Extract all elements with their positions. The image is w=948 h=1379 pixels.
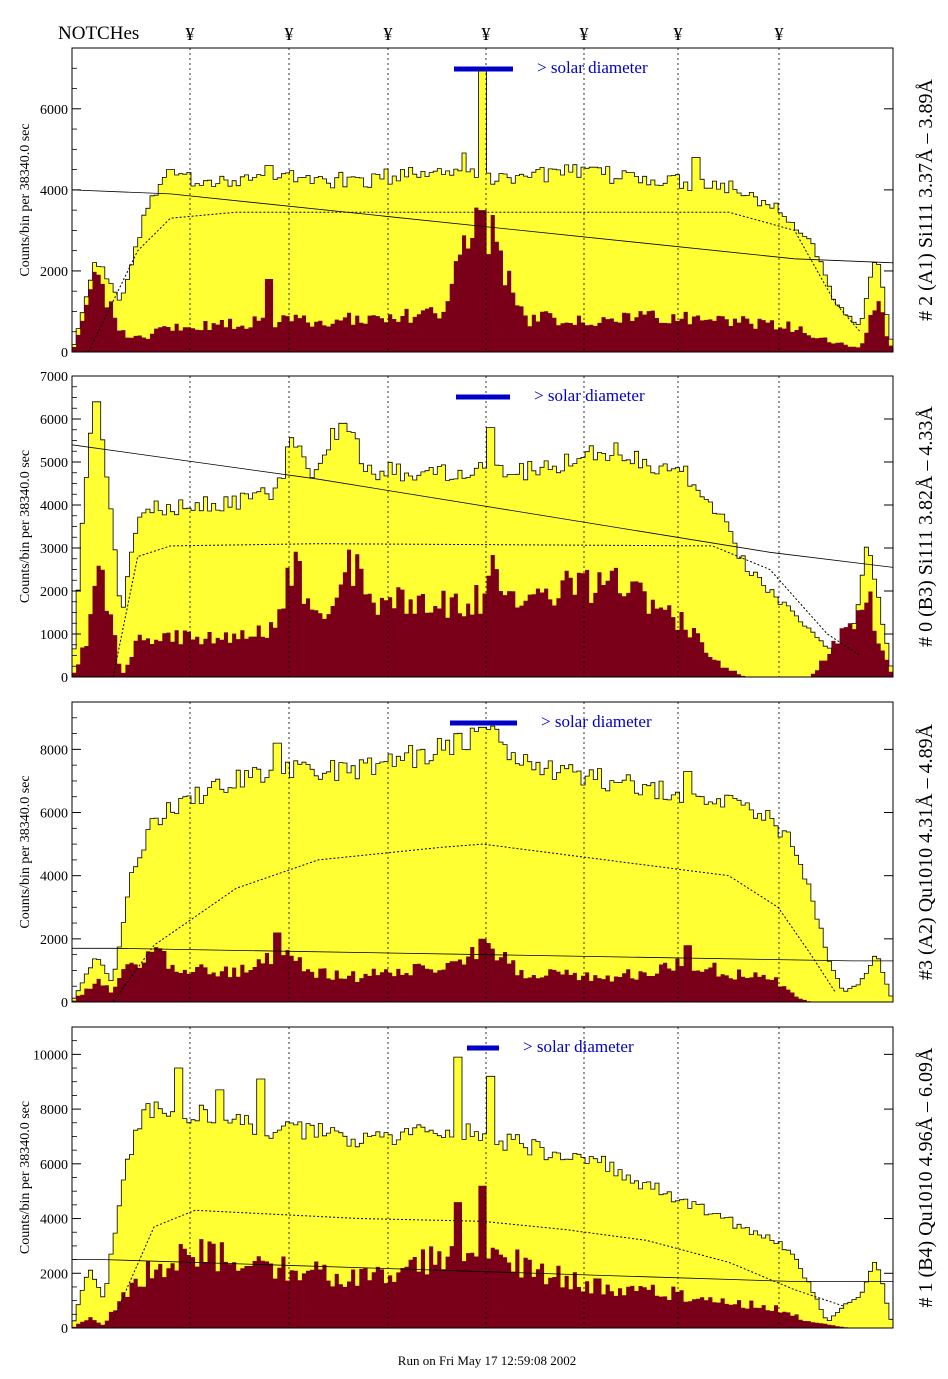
panels: 0 2000 4000 6000 Counts/bin per 38340.0 sec #…: [18, 47, 937, 1337]
notch-marker-5: ¥: [580, 24, 589, 44]
y-tick-label: 2000: [40, 933, 68, 948]
y-tick-label: 3000: [40, 542, 68, 557]
notches-label: NOTCHes: [58, 23, 139, 44]
y-tick-label: 4000: [40, 870, 68, 885]
y-tick-label: 0: [61, 346, 68, 361]
solar-diameter-label: > solar diameter: [534, 386, 645, 405]
reference-curve-top: [87, 211, 861, 353]
panel-channel-label: # 0 (B3) Si111 3.82Å – 4.33Å: [915, 406, 937, 647]
y-tick-label: 2000: [40, 585, 68, 600]
y-tick-label: 6000: [40, 413, 68, 428]
panel-channel-label: # 1 (B4) Qu1010 4.96Å – 6.09Å: [915, 1047, 937, 1308]
reference-curve-third: [112, 843, 836, 1003]
y-tick-label: 0: [61, 671, 68, 686]
y-tick-label: 8000: [40, 1103, 68, 1118]
y-tick-label: 2000: [40, 265, 68, 280]
panel-third: 0 2000 4000 6000 8000 Counts/bin per 38340.0 …: [18, 701, 937, 1011]
notch-marker-7: ¥: [775, 24, 784, 44]
plot-frame-third: [71, 701, 894, 1003]
series-total-second: [71, 401, 894, 678]
solar-diameter-label: > solar diameter: [541, 712, 652, 731]
y-tick-label: 4000: [40, 1213, 68, 1228]
panel-second: 0 1000 2000 3000 4000 5000 6000 7000 Counts/bin …: [18, 370, 937, 686]
y-tick-label: 6000: [40, 807, 68, 822]
y-tick-label: 10000: [33, 1048, 68, 1063]
notch-marker-3: ¥: [384, 24, 393, 44]
y-tick-label: 4000: [40, 499, 68, 514]
solar-diameter-label: > solar diameter: [523, 1037, 634, 1056]
y-tick-label: 1000: [40, 628, 68, 643]
series-low-second: [72, 549, 893, 677]
panel-top: 0 2000 4000 6000 Counts/bin per 38340.0 sec #…: [18, 47, 937, 361]
notch-marker-6: ¥: [674, 24, 683, 44]
notch-marker-4: ¥: [482, 24, 491, 44]
notch-marker-2: ¥: [285, 24, 294, 44]
series-low-bottom: [72, 1185, 893, 1328]
notch-marker-1: ¥: [186, 24, 195, 44]
run-timestamp: Run on Fri May 17 12:59:08 2002: [398, 1353, 576, 1368]
y-tick-label: 7000: [40, 370, 68, 385]
y-tick-label: 0: [61, 1322, 68, 1337]
panel-channel-label: # 2 (A1) Si111 3.37Å – 3.89Å: [915, 79, 937, 321]
reference-line-bottom: [72, 1259, 893, 1282]
reference-line-third: [72, 947, 893, 962]
y-tick-label: 5000: [40, 456, 68, 471]
y-tick-label: 0: [61, 996, 68, 1011]
panel-channel-label: #3 (A2) Qu1010 4.31Å – 4.89Å: [915, 723, 937, 980]
y-axis-label: Counts/bin per 38340.0 sec: [18, 1101, 33, 1254]
y-axis-label: Counts/bin per 38340.0 sec: [18, 775, 33, 928]
solar-diameter-label: > solar diameter: [537, 58, 648, 77]
notch-header: NOTCHes ¥ ¥ ¥ ¥ ¥ ¥ ¥: [58, 23, 784, 44]
y-tick-label: 8000: [40, 743, 68, 758]
plot-frame-top: [71, 47, 894, 353]
y-axis-label: Counts/bin per 38340.0 sec: [18, 450, 33, 603]
y-tick-label: 6000: [40, 103, 68, 118]
y-tick-label: 6000: [40, 1158, 68, 1173]
reference-line-second: [71, 444, 894, 568]
reference-line-top: [71, 189, 894, 264]
notch-marks: ¥ ¥ ¥ ¥ ¥ ¥ ¥: [186, 24, 784, 44]
y-tick-label: 4000: [40, 184, 68, 199]
panel-bottom: 0 2000 4000 6000 8000 10000 Counts/bin per 383…: [18, 1026, 937, 1337]
reference-curve-second: [112, 543, 861, 678]
y-tick-label: 2000: [40, 1267, 68, 1282]
series-low-top: [72, 207, 893, 352]
series-low-third: [72, 932, 893, 1002]
y-axis-label: Counts/bin per 38340.0 sec: [18, 123, 33, 276]
